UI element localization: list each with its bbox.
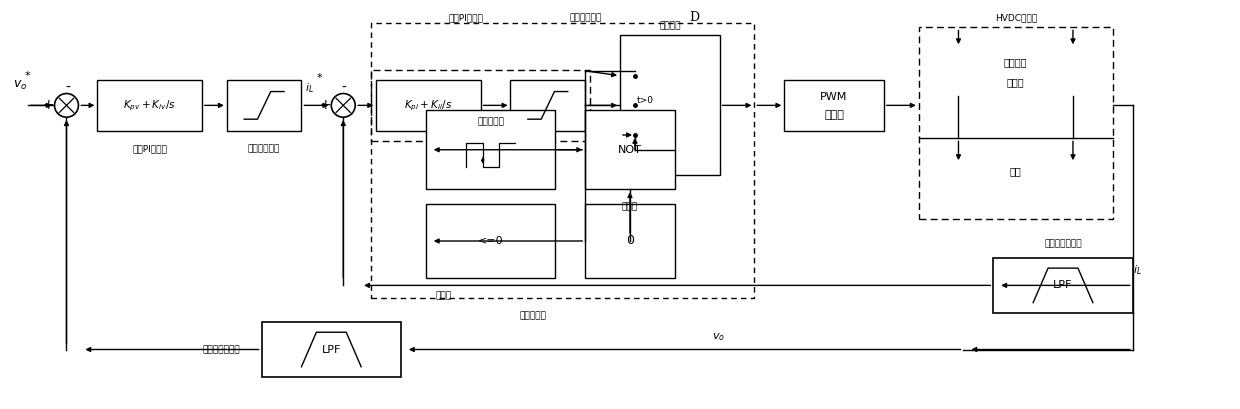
Text: $v_o$: $v_o$ <box>712 331 724 343</box>
Text: 内环饱和环节: 内环饱和环节 <box>569 13 601 22</box>
Text: t>0: t>0 <box>636 96 653 105</box>
Text: $i_L$: $i_L$ <box>305 81 314 94</box>
Text: *: * <box>25 71 30 81</box>
Bar <box>511 80 585 131</box>
Text: 0: 0 <box>626 234 634 247</box>
Bar <box>993 258 1132 312</box>
Text: 触发子系统: 触发子系统 <box>477 118 503 127</box>
Bar <box>784 80 884 131</box>
Text: 选择开关: 选择开关 <box>658 21 681 30</box>
Text: 内环PI调节器: 内环PI调节器 <box>448 13 484 22</box>
Bar <box>425 110 556 189</box>
Text: 断路器: 断路器 <box>1007 77 1024 87</box>
Text: 发生器: 发生器 <box>825 110 844 120</box>
Text: 外环PI调节器: 外环PI调节器 <box>133 144 167 153</box>
Text: $K_{pi}+K_{ii}/s$: $K_{pi}+K_{ii}/s$ <box>404 98 453 112</box>
Text: LPF: LPF <box>1053 281 1073 290</box>
Bar <box>262 322 401 377</box>
Text: 高压直流: 高压直流 <box>1004 57 1028 67</box>
Text: HVDC传输线: HVDC传输线 <box>994 13 1037 22</box>
Text: LPF: LPF <box>321 344 341 355</box>
Text: +: + <box>42 99 55 112</box>
Text: 外环低通滤波器: 外环低通滤波器 <box>203 345 241 354</box>
Text: *: * <box>316 73 322 83</box>
Text: 内环低通滤波器: 内环低通滤波器 <box>1044 239 1081 248</box>
Text: $i_L$: $i_L$ <box>1133 264 1142 277</box>
Text: 辅助控制器: 辅助控制器 <box>520 311 547 320</box>
Bar <box>620 35 719 175</box>
Text: $K_{pv}+K_{iv}/s$: $K_{pv}+K_{iv}/s$ <box>123 98 176 112</box>
Text: NOT: NOT <box>618 145 642 155</box>
Text: $v_o$: $v_o$ <box>12 79 27 92</box>
Bar <box>371 70 590 141</box>
Bar <box>585 110 675 189</box>
Text: +: + <box>320 99 331 112</box>
Bar <box>376 80 481 131</box>
Bar <box>425 204 556 278</box>
Text: 外环饱和环节: 外环饱和环节 <box>248 144 280 153</box>
Bar <box>227 80 301 131</box>
Text: 比较器: 比较器 <box>435 291 451 300</box>
Bar <box>919 27 1112 219</box>
Bar <box>371 22 754 298</box>
Bar <box>98 80 202 131</box>
Circle shape <box>55 94 78 117</box>
Circle shape <box>331 94 355 117</box>
Text: 负载: 负载 <box>1009 166 1022 176</box>
Bar <box>585 204 675 278</box>
Text: -: - <box>64 81 69 94</box>
Text: PWM: PWM <box>821 92 848 103</box>
Text: -: - <box>342 81 347 94</box>
Text: <=0: <=0 <box>477 236 503 246</box>
Text: 反向器: 反向器 <box>622 202 639 211</box>
Text: D: D <box>689 11 699 24</box>
